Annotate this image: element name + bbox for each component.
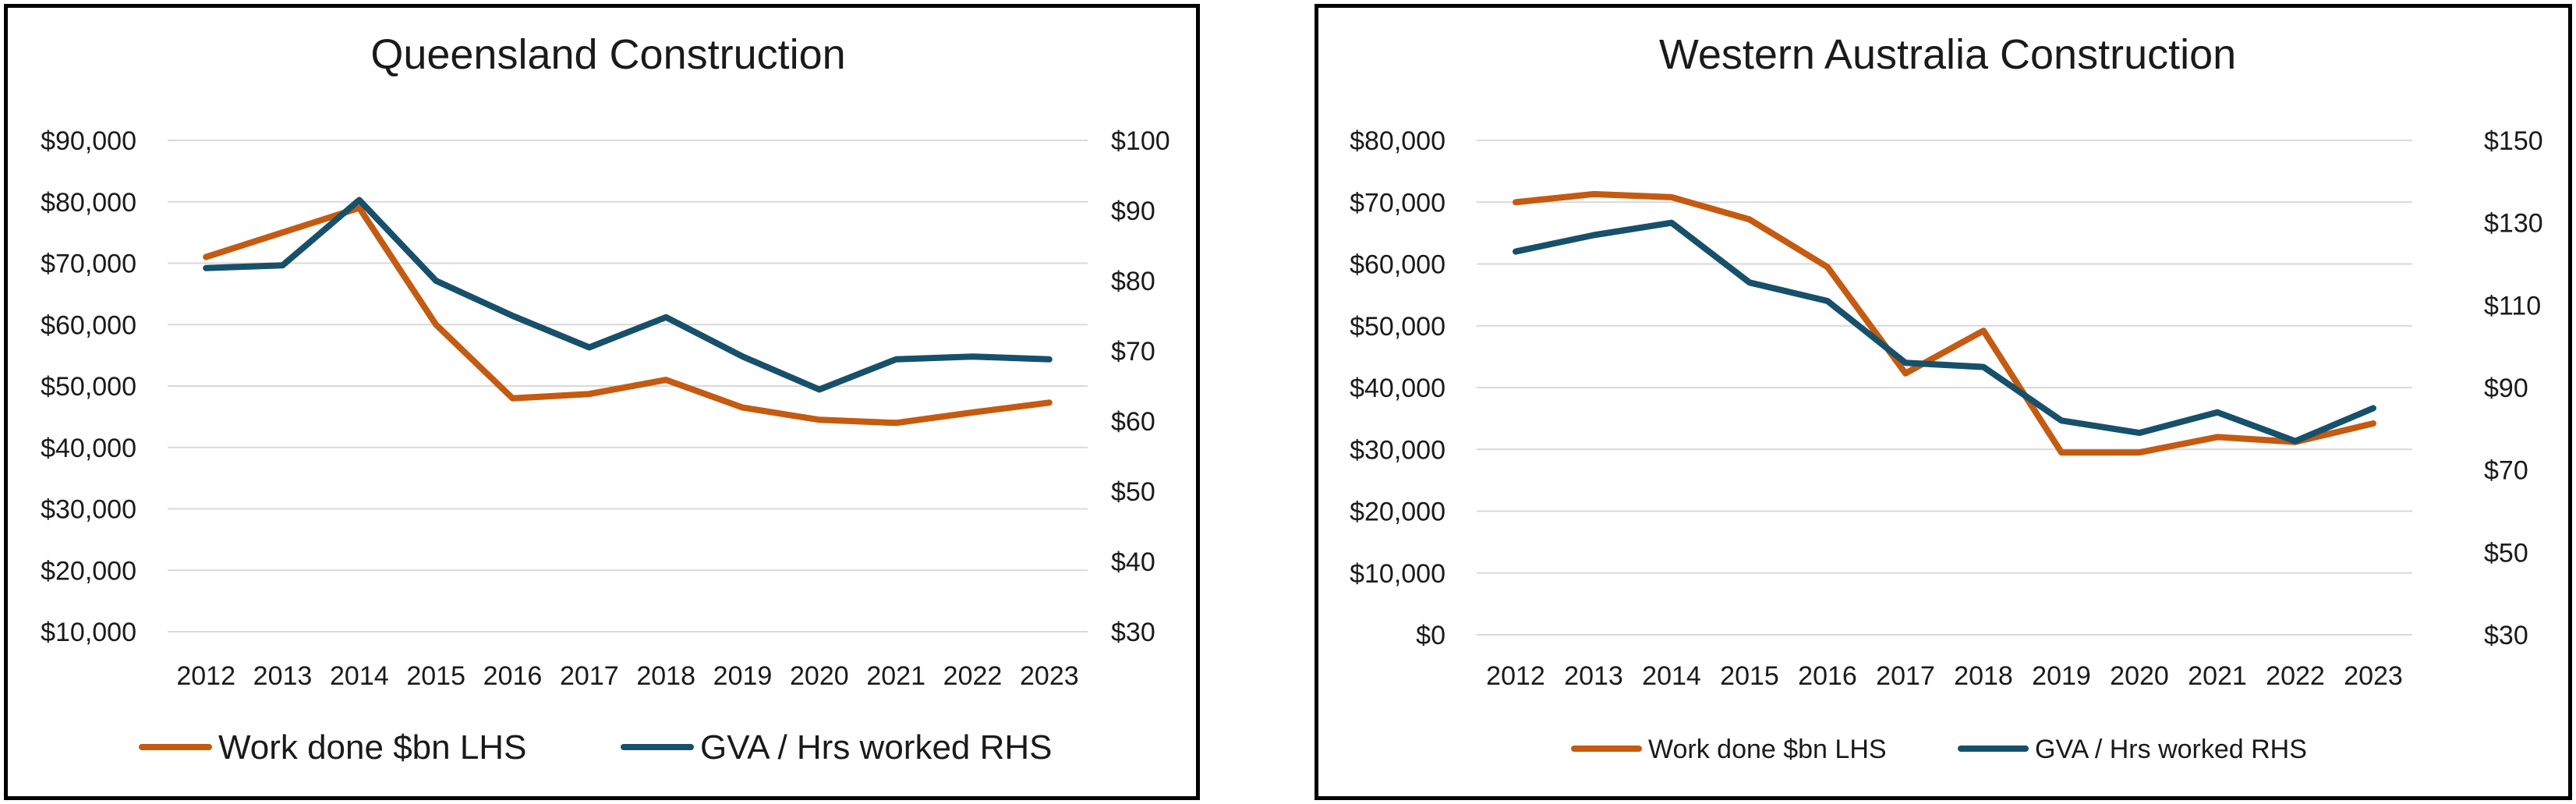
x-axis-tick-label: 2020 — [2110, 661, 2169, 691]
gva-hours-series-line — [203, 197, 1053, 393]
wa-legend: Work done $bn LHS GVA / Hrs worked RHS — [1571, 735, 2307, 764]
x-axis-tick-label: 2022 — [943, 661, 1003, 691]
wa-chart: Western Australia Construction $0 $10,000 $… — [1350, 31, 2543, 764]
x-axis-tick-label: 2013 — [1564, 661, 1623, 691]
x-axis-tick-label: 2021 — [866, 661, 925, 691]
x-axis-tick-label: 2016 — [483, 661, 543, 691]
x-axis-tick-label: 2023 — [1020, 661, 1079, 691]
legend-label: Work done $bn LHS — [1648, 735, 1887, 764]
x-axis-tick-label: 2019 — [2032, 661, 2091, 691]
x-axis-tick-label: 2014 — [330, 661, 389, 691]
left-axis-tick-label: $60,000 — [1350, 250, 1445, 280]
wa-chart-panel: Western Australia Construction $0 $10,000 $… — [1315, 4, 2572, 800]
left-axis-tick-label: $10,000 — [1350, 559, 1445, 589]
x-axis-tick-label: 2022 — [2266, 661, 2325, 691]
legend-label: GVA / Hrs worked RHS — [2035, 735, 2307, 764]
right-axis-tick-label: $70 — [2484, 456, 2528, 486]
right-axis-tick-label: $110 — [2484, 291, 2541, 321]
right-axis-tick-label: $150 — [2484, 126, 2543, 156]
x-axis-tick-label: 2012 — [176, 661, 235, 691]
left-axis-tick-label: $70,000 — [41, 250, 136, 279]
legend-label: Work done $bn LHS — [218, 728, 526, 767]
right-axis-tick-label: $40 — [1111, 547, 1155, 577]
x-axis-tick-label: 2019 — [713, 661, 773, 691]
work-done-series-line — [1513, 190, 2376, 456]
right-axis-tick-label: $60 — [1111, 407, 1155, 437]
right-axis-tick-label: $100 — [1111, 126, 1170, 156]
right-axis-tick-label: $130 — [2484, 209, 2543, 239]
right-axis-tick-label: $90 — [1111, 197, 1155, 226]
x-axis-tick-label: 2017 — [560, 661, 619, 691]
x-axis-tick-label: 2014 — [1642, 661, 1701, 691]
qld-chart: Queensland Construction $10,000 $20,000 $30… — [41, 31, 1170, 767]
x-axis-tick-label: 2018 — [1954, 661, 2013, 691]
left-axis-tick-label: $80,000 — [1350, 126, 1445, 156]
x-axis-tick-label: 2023 — [2344, 661, 2403, 691]
left-axis-tick-label: $50,000 — [41, 372, 136, 402]
x-axis-tick-label: 2020 — [790, 661, 849, 691]
x-axis-tick-label: 2021 — [2188, 661, 2247, 691]
wa-gridlines — [1477, 140, 2412, 636]
x-axis-tick-label: 2018 — [636, 661, 695, 691]
gva-hours-series-line — [1513, 219, 2376, 445]
work-done-series-line — [203, 204, 1053, 427]
right-axis-tick-label: $70 — [1111, 337, 1155, 367]
qld-chart-panel: Queensland Construction $10,000 $20,000 $30… — [4, 4, 1200, 800]
left-axis-tick-label: $20,000 — [41, 556, 136, 586]
left-axis-tick-label: $40,000 — [41, 434, 136, 463]
right-axis-tick-label: $30 — [2484, 621, 2528, 650]
left-axis-tick-label: $20,000 — [1350, 498, 1445, 527]
left-axis-tick-label: $10,000 — [41, 618, 136, 647]
x-axis-tick-label: 2012 — [1486, 661, 1545, 691]
x-axis-tick-label: 2015 — [1720, 661, 1779, 691]
left-axis-tick-label: $60,000 — [41, 310, 136, 340]
right-axis-tick-label: $90 — [2484, 374, 2528, 403]
left-axis-tick-label: $30,000 — [1350, 435, 1445, 465]
x-axis-tick-label: 2013 — [253, 661, 313, 691]
right-axis-tick-label: $30 — [1111, 618, 1155, 647]
left-axis-tick-label: $90,000 — [41, 126, 136, 156]
left-axis-tick-label: $40,000 — [1350, 374, 1445, 403]
qld-chart-title: Queensland Construction — [370, 31, 845, 78]
wa-chart-title: Western Australia Construction — [1659, 31, 2236, 78]
left-axis-tick-label: $0 — [1416, 621, 1445, 650]
qld-legend: Work done $bn LHS GVA / Hrs worked RHS — [139, 728, 1053, 767]
left-axis-tick-label: $70,000 — [1350, 188, 1445, 218]
right-axis-tick-label: $50 — [1111, 477, 1155, 507]
right-axis-tick-label: $50 — [2484, 538, 2528, 568]
x-axis-tick-label: 2015 — [406, 661, 465, 691]
left-axis-tick-label: $30,000 — [41, 495, 136, 525]
left-axis-tick-label: $50,000 — [1350, 312, 1445, 342]
x-axis-tick-label: 2016 — [1798, 661, 1857, 691]
right-axis-tick-label: $80 — [1111, 267, 1155, 296]
left-axis-tick-label: $80,000 — [41, 188, 136, 218]
legend-label: GVA / Hrs worked RHS — [700, 728, 1053, 767]
x-axis-tick-label: 2017 — [1876, 661, 1935, 691]
